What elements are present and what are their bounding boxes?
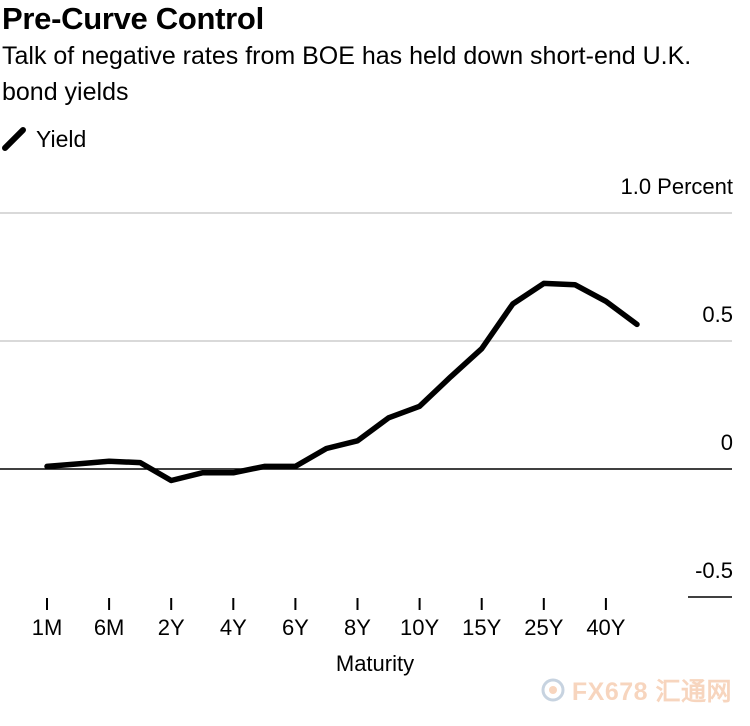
y-tick-label: 1.0 Percent: [620, 174, 733, 199]
y-tick-label: 0: [721, 430, 733, 455]
series-line-yield: [44, 280, 640, 484]
y-tick-label: -0.5: [695, 558, 733, 583]
x-tick-label: 6Y: [282, 615, 309, 640]
legend-label: Yield: [36, 125, 87, 152]
x-tick-label: 40Y: [586, 615, 625, 640]
line-swatch-icon: [2, 127, 26, 151]
watermark-text: FX678 汇通网: [571, 678, 732, 706]
x-tick-label: 15Y: [462, 615, 501, 640]
watermark: FX678 汇通网: [540, 672, 732, 708]
x-tick-label: 6M: [94, 615, 125, 640]
x-tick-label: 4Y: [220, 615, 247, 640]
legend: Yield: [2, 124, 86, 154]
x-tick-label: 8Y: [344, 615, 371, 640]
y-tick-label: 0.5: [702, 302, 733, 327]
watermark-logo-icon: [541, 678, 565, 702]
x-tick-label: 2Y: [158, 615, 185, 640]
chart-title: Pre-Curve Control: [2, 1, 264, 36]
x-tick-label: 1M: [32, 615, 63, 640]
x-tick-label: 25Y: [524, 615, 563, 640]
x-tick-label: 10Y: [400, 615, 439, 640]
chart-subtitle: Talk of negative rates from BOE has held…: [2, 42, 692, 106]
x-axis-title: Maturity: [336, 651, 414, 676]
